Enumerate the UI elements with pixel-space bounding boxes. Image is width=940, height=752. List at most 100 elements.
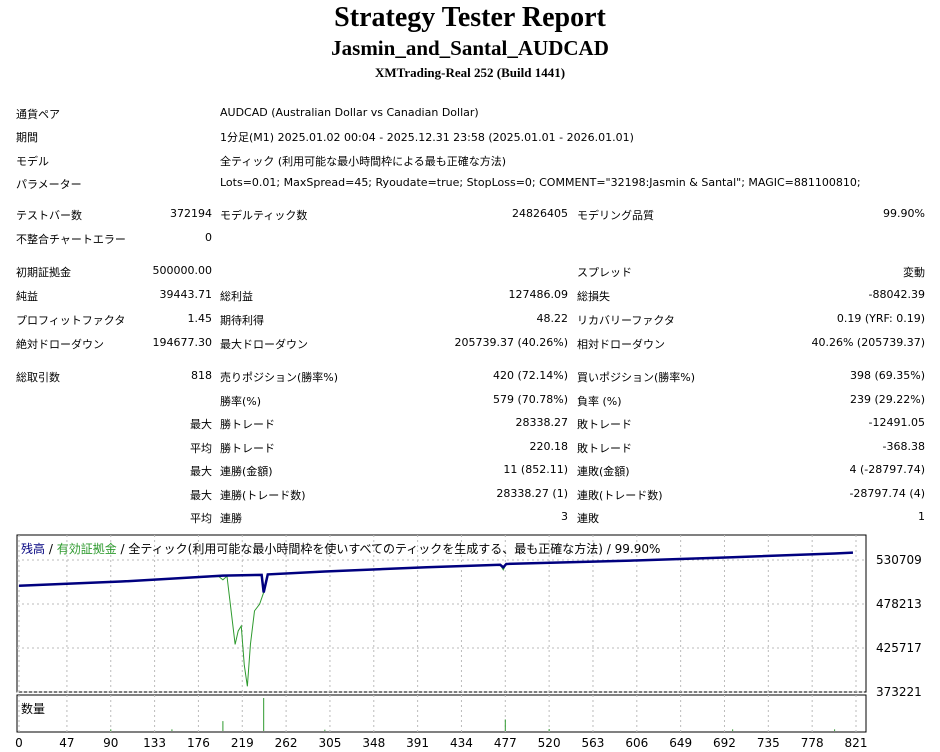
stats-row: テストバー数 372194 モデルティック数 24826405 モデリング品質 99.90… xyxy=(0,207,940,227)
equity-chart xyxy=(16,534,867,733)
stats-row: 純益 39443.71 総利益 127486.09 総損失 -88042.39 xyxy=(0,288,940,308)
stat-value: 579 (70.78%) xyxy=(492,393,568,406)
stat-label: リカバリーファクタ xyxy=(577,314,675,327)
stat-value: 0 xyxy=(205,231,212,244)
stat-label: 勝率(%) xyxy=(220,395,262,408)
stat-label: 負率 (%) xyxy=(577,395,622,408)
stat-label: 不整合チャートエラー xyxy=(16,233,126,246)
stat-value: -88042.39 xyxy=(868,288,925,301)
x-tick-label: 305 xyxy=(318,736,342,750)
info-label: 期間 xyxy=(16,131,38,145)
stat-label: 勝トレード xyxy=(220,418,275,431)
legend-rest: / 全ティック(利用可能な最小時間枠を使いすべてのティックを生成する、最も正確な… xyxy=(116,542,661,556)
stats-row: 総取引数 818 売りポジション(勝率%) 420 (72.14%) 買いポジション(勝… xyxy=(0,369,940,389)
x-tick-label: 563 xyxy=(581,736,605,750)
x-tick-label: 219 xyxy=(230,736,254,750)
stat-value: 398 (69.35%) xyxy=(849,369,925,382)
volume-panel xyxy=(16,694,867,733)
stat-label: 連勝 xyxy=(220,512,242,525)
x-tick-label: 90 xyxy=(103,736,119,750)
stat-value: 28338.27 xyxy=(515,416,569,429)
stat-label: 連敗 xyxy=(577,512,599,525)
legend-sep: / xyxy=(45,542,57,556)
price-panel xyxy=(16,534,867,693)
y-tick-label: 373221 xyxy=(876,685,922,699)
balance-line xyxy=(18,551,853,593)
stat-label: プロフィットファクタ xyxy=(16,314,126,327)
stat-value: 28338.27 (1) xyxy=(496,487,568,500)
stat-value: 99.90% xyxy=(883,207,925,220)
stat-label: 純益 xyxy=(16,290,38,303)
stats-row: 平均 連勝 3 連敗 1 xyxy=(0,510,940,530)
stat-label: 買いポジション(勝率%) xyxy=(577,371,696,384)
stat-value: -12491.05 xyxy=(868,416,925,429)
stats-row: 最大 勝トレード 28338.27 敗トレード -12491.05 xyxy=(0,416,940,436)
x-tick-label: 477 xyxy=(493,736,517,750)
y-tick-label: 478213 xyxy=(876,597,922,611)
stat-label: 絶対ドローダウン xyxy=(16,338,104,351)
stat-label: 敗トレード xyxy=(577,418,632,431)
stat-value: 0.19 (YRF: 0.19) xyxy=(836,312,925,325)
info-row: 期間 1分足(M1) 2025.01.02 00:04 - 2025.12.31 … xyxy=(0,129,940,149)
stat-label: 連勝(金額) xyxy=(220,465,273,478)
stat-label: 相対ドローダウン xyxy=(577,338,665,351)
stat-label: スプレッド xyxy=(577,266,632,279)
info-value: AUDCAD (Australian Dollar vs Canadian Do… xyxy=(220,106,479,119)
stats-row: 平均 勝トレード 220.18 敗トレード -368.38 xyxy=(0,440,940,460)
info-label: 通貨ペア xyxy=(16,108,60,121)
y-tick-label: 530709 xyxy=(876,553,922,567)
stat-label: テストバー数 xyxy=(16,209,82,222)
stat-label: 初期証拠金 xyxy=(16,266,71,279)
stat-label: 勝トレード xyxy=(220,442,275,455)
info-row: モデル 全ティック (利用可能な最小時間枠による最も正確な方法) xyxy=(0,153,940,173)
stat-label: 連勝(トレード数) xyxy=(220,489,306,502)
stat-value: 24826405 xyxy=(512,207,568,220)
info-value: 1分足(M1) 2025.01.02 00:04 - 2025.12.31 23… xyxy=(220,131,634,145)
stats-row: 初期証拠金 500000.00 スプレッド 変動 xyxy=(0,264,940,284)
stat-label: 連敗(金額) xyxy=(577,465,630,478)
chart-legend: 残高 / 有効証拠金 / 全ティック(利用可能な最小時間枠を使いすべてのティック… xyxy=(21,540,660,557)
info-label: モデル xyxy=(16,154,49,168)
info-row: パラメーター Lots=0.01; MaxSpread=45; Ryoudate=… xyxy=(0,176,940,196)
stat-value: 420 (72.14%) xyxy=(492,369,568,382)
x-tick-label: 821 xyxy=(844,736,868,750)
stat-value: 818 xyxy=(191,369,212,382)
x-tick-label: 133 xyxy=(143,736,167,750)
x-tick-label: 391 xyxy=(406,736,430,750)
x-tick-label: 47 xyxy=(59,736,75,750)
stat-value: 48.22 xyxy=(536,312,569,325)
stat-value: 最大 xyxy=(190,465,212,478)
legend-equity: 有効証拠金 xyxy=(56,542,117,556)
stat-value: 205739.37 (40.26%) xyxy=(454,336,568,349)
strategy-name: Jasmin_and_Santal_AUDCAD xyxy=(331,36,609,60)
stat-value: 3 xyxy=(561,510,568,523)
stat-label: 総取引数 xyxy=(16,371,60,384)
stat-value: 1 xyxy=(918,510,925,523)
x-tick-label: 348 xyxy=(362,736,386,750)
x-tick-label: 606 xyxy=(625,736,649,750)
x-tick-label: 520 xyxy=(537,736,561,750)
stat-label: 期待利得 xyxy=(220,314,264,327)
x-tick-label: 262 xyxy=(274,736,298,750)
stat-value: 40.26% (205739.37) xyxy=(811,336,925,349)
stats-row: 不整合チャートエラー 0 xyxy=(0,231,940,251)
x-tick-label: 735 xyxy=(756,736,780,750)
x-tick-label: 649 xyxy=(669,736,693,750)
stat-label: 売りポジション(勝率%) xyxy=(220,371,339,384)
stat-value: 最大 xyxy=(190,418,212,431)
stat-value: 平均 xyxy=(190,512,212,525)
info-row: 通貨ペア AUDCAD (Australian Dollar vs Canadia… xyxy=(0,106,940,126)
stat-value: 最大 xyxy=(190,489,212,502)
x-tick-label: 0 xyxy=(15,736,23,750)
x-tick-label: 434 xyxy=(450,736,473,750)
info-value: 全ティック (利用可能な最小時間枠による最も正確な方法) xyxy=(220,154,507,168)
stats-row: 勝率(%) 579 (70.78%) 負率 (%) 239 (29.22%) xyxy=(0,393,940,413)
stat-value: -368.38 xyxy=(882,440,925,453)
volume-label: 数量 xyxy=(21,702,46,716)
server-info: XMTrading-Real 252 (Build 1441) xyxy=(374,65,566,80)
stat-label: 最大ドローダウン xyxy=(220,338,308,351)
stat-value: 4 (-28797.74) xyxy=(849,463,925,476)
stat-value: 500000.00 xyxy=(152,264,213,277)
stats-row: 絶対ドローダウン 194677.30 最大ドローダウン 205739.37 (40.2… xyxy=(0,336,940,356)
stat-value: 変動 xyxy=(903,266,925,279)
